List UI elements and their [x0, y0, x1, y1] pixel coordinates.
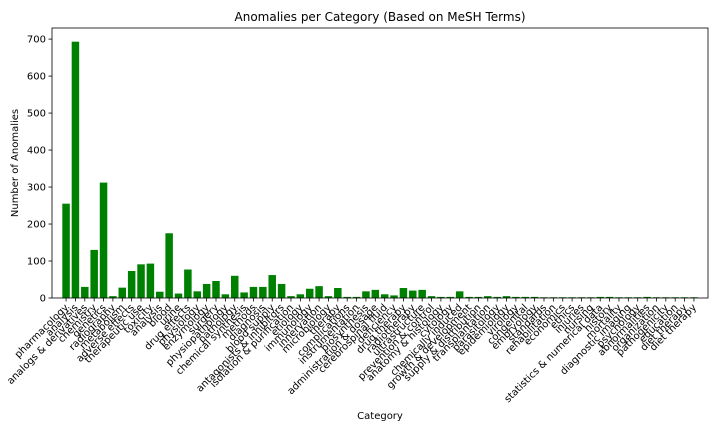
- bar: [484, 296, 492, 298]
- bar: [296, 294, 305, 298]
- bar: [90, 249, 98, 298]
- bar: [221, 294, 230, 298]
- y-tick-label: 600: [27, 72, 46, 83]
- bar: [493, 296, 501, 298]
- bar: [380, 294, 389, 298]
- bar: [596, 296, 604, 298]
- bar: [474, 296, 483, 298]
- bar: [502, 296, 511, 298]
- bar: [193, 291, 202, 298]
- bar: [230, 275, 239, 298]
- bar: [362, 291, 370, 298]
- y-axis-label: Number of Anomalies: [10, 109, 21, 217]
- bar: [352, 296, 361, 298]
- bar: [521, 296, 530, 298]
- bar: [315, 286, 323, 298]
- bar: [427, 296, 436, 298]
- plot-frame: [51, 27, 709, 299]
- bar: [371, 289, 380, 298]
- bar: [268, 275, 276, 298]
- bar: [81, 286, 89, 298]
- bar: [418, 289, 426, 298]
- bar: [71, 41, 80, 298]
- bar: [465, 296, 473, 298]
- bar: [399, 288, 408, 298]
- bar: [277, 283, 286, 298]
- bar: [643, 296, 651, 298]
- bar: [240, 292, 248, 298]
- y-tick-label: 400: [27, 146, 46, 157]
- bar-series: [62, 41, 698, 298]
- x-axis-label: Category: [357, 411, 403, 422]
- bar: [137, 264, 145, 298]
- bar: [324, 296, 333, 298]
- bar: [334, 288, 342, 298]
- bar: [530, 296, 539, 298]
- bar: [249, 286, 258, 298]
- bar: [287, 296, 295, 298]
- bar: [409, 290, 417, 298]
- bar: [212, 280, 220, 298]
- bar: [165, 233, 173, 298]
- bar: [437, 296, 445, 298]
- bar: [512, 296, 520, 298]
- y-axis: 0 100 200 300 400 500 600 700: [27, 35, 52, 305]
- y-tick-label: 100: [27, 257, 46, 268]
- bar: [446, 296, 455, 298]
- bar: [259, 286, 267, 298]
- y-tick-label: 200: [27, 220, 46, 231]
- y-tick-label: 700: [27, 35, 46, 46]
- bar: [605, 296, 614, 298]
- bar: [184, 269, 192, 298]
- bar: [146, 263, 155, 298]
- y-tick-label: 500: [27, 109, 46, 120]
- bar: [305, 288, 314, 298]
- bar: [174, 293, 183, 298]
- bar: [109, 296, 117, 298]
- y-tick-label: 300: [27, 183, 46, 194]
- y-tick-label: 0: [40, 294, 46, 305]
- bar: [455, 291, 464, 298]
- bar: [127, 271, 136, 298]
- bar: [390, 295, 398, 298]
- bar: [202, 283, 211, 298]
- bar: [118, 287, 127, 298]
- bar: [99, 182, 108, 298]
- bar: [156, 291, 164, 298]
- bar: [343, 296, 351, 298]
- bar: [62, 203, 70, 298]
- chart-title: Anomalies per Category (Based on MeSH Te…: [235, 10, 526, 24]
